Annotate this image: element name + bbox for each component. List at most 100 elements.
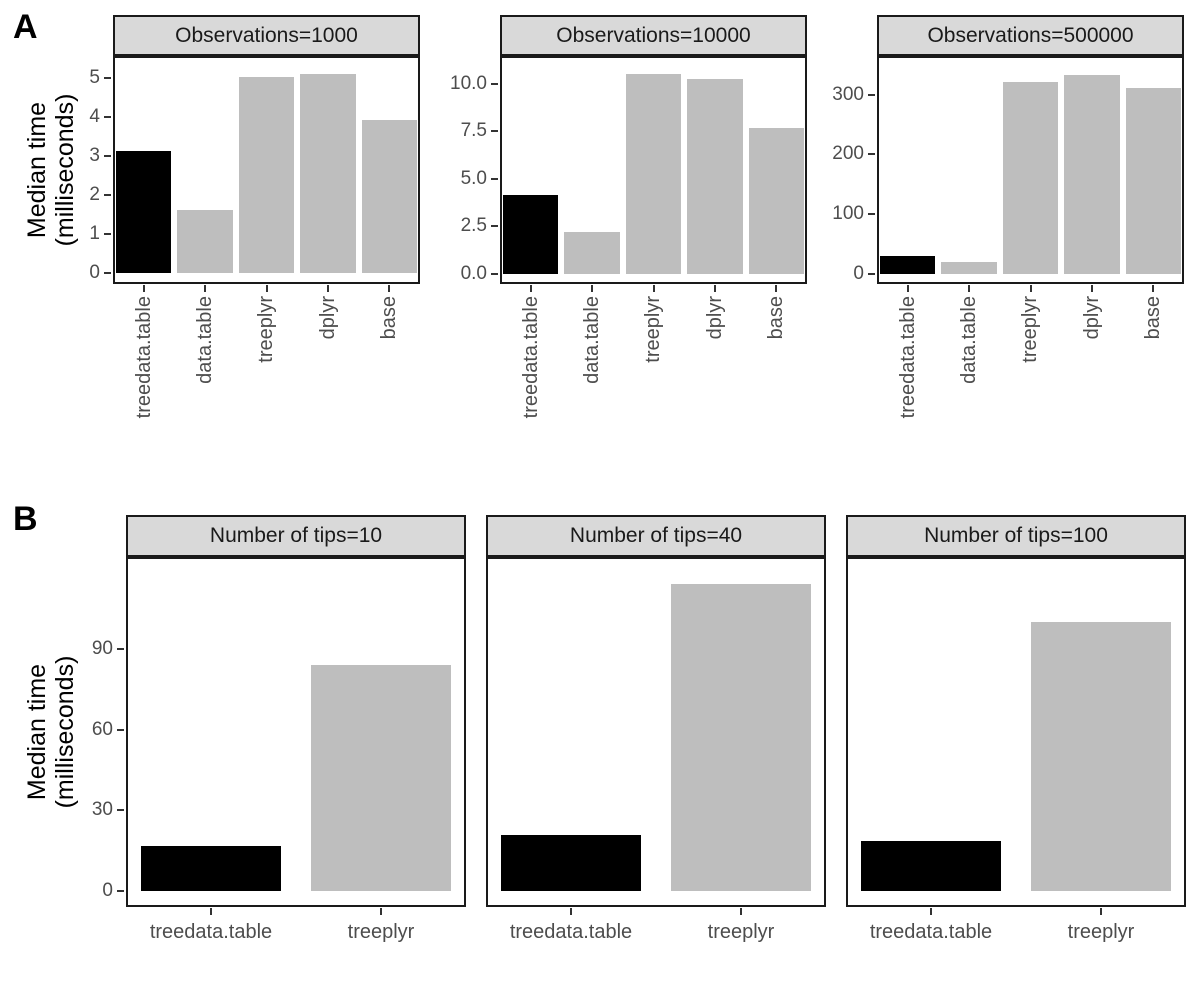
x-tick-label-cell: treedata.table	[113, 294, 174, 464]
x-tick-label-cell: data.table	[938, 294, 999, 464]
y-tick-label: 2	[89, 184, 100, 206]
y-tick-mark	[868, 272, 875, 275]
x-tick-label-cell: treeplyr	[1000, 294, 1061, 464]
bar-data.table	[564, 231, 620, 274]
y-tick-label: 90	[91, 637, 113, 659]
bar-treeplyr	[311, 664, 451, 892]
y-tick-mark	[491, 130, 498, 133]
x-tick-mark	[1090, 285, 1093, 292]
x-tick-mark	[591, 285, 594, 292]
y-tick-mark	[104, 272, 111, 275]
bar-dplyr	[1064, 75, 1120, 274]
facet-strip: Number of tips=10	[126, 515, 466, 557]
x-tick-label-cell: treeplyr	[236, 294, 297, 464]
x-tick-label: base	[765, 296, 788, 340]
y-tick-mark	[117, 890, 124, 893]
x-tick-mark	[652, 285, 655, 292]
y-tick-label: 60	[91, 718, 113, 740]
x-tick-label: data.table	[958, 296, 981, 384]
facet-strip: Observations=500000	[877, 15, 1184, 56]
bar-treedata.table	[116, 150, 172, 274]
y-tick-label: 5	[89, 66, 100, 88]
y-tick-label: 4	[89, 106, 100, 127]
y-tick-label: 300	[832, 83, 864, 105]
x-tick-mark	[204, 285, 207, 292]
y-tick-label: 1	[89, 223, 100, 245]
bar-treedata.table	[141, 845, 281, 892]
x-tick-label: data.table	[581, 296, 604, 384]
x-tick-label: treeplyr	[347, 921, 415, 943]
x-tick-label: treedata.table	[149, 921, 273, 943]
y-tick-mark	[491, 82, 498, 85]
y-tick-label: 3	[89, 145, 100, 167]
x-tick-label-cell: base	[1123, 294, 1184, 464]
y-tick-label: 0.0	[460, 262, 487, 284]
y-tick-label: 0	[102, 880, 113, 902]
y-tick-label: 0	[89, 262, 100, 284]
y-tick-mark	[104, 116, 111, 118]
x-tick-label: dplyr	[1080, 296, 1103, 340]
y-tick-label: 100	[832, 203, 864, 225]
y-tick-mark	[117, 809, 124, 812]
bar-treeplyr	[671, 583, 811, 892]
x-tick-label: treeplyr	[1019, 296, 1042, 363]
x-tick-label-cell: base	[359, 294, 420, 464]
x-tick-label-cell: treedata.table	[877, 294, 938, 464]
y-tick-mark	[868, 153, 875, 156]
x-tick-label: base	[1142, 296, 1165, 340]
x-tick-label-cell: treedata.table	[500, 294, 561, 464]
y-tick-mark	[117, 647, 124, 650]
x-tick-label: treeplyr	[255, 296, 278, 363]
x-tick-label-cell: dplyr	[1061, 294, 1122, 464]
y-tick-mark	[491, 225, 498, 228]
facet-strip: Observations=10000	[500, 15, 807, 56]
x-tick-mark	[968, 285, 971, 292]
bar-dplyr	[300, 73, 356, 274]
facet-strip: Number of tips=40	[486, 515, 826, 557]
y-axis-title-line1: Median time	[23, 663, 51, 801]
x-tick-mark	[142, 285, 145, 292]
x-tick-label-cell: treeplyr	[623, 294, 684, 464]
y-tick-mark	[104, 155, 111, 158]
panel-a-label: A	[13, 8, 38, 46]
x-tick-mark	[265, 285, 268, 292]
y-tick-label: 7.5	[460, 120, 487, 142]
x-tick-mark	[906, 285, 909, 292]
x-tick-label: treeplyr	[707, 921, 775, 943]
bar-data.table	[941, 261, 997, 274]
bar-treeplyr	[625, 74, 682, 274]
bar-data.table	[177, 209, 233, 274]
bar-treedata.table	[501, 834, 641, 892]
y-tick-label: 30	[91, 799, 113, 821]
x-tick-mark	[210, 908, 212, 915]
y-tick-label: 10.0	[450, 72, 487, 94]
y-tick-label: 0	[853, 262, 864, 284]
y-tick-label: 2.5	[460, 215, 487, 237]
x-tick-label: treedata.table	[896, 296, 919, 419]
y-tick-mark	[104, 76, 111, 79]
x-tick-label-cell: data.table	[561, 294, 622, 464]
x-tick-label: treeplyr	[1067, 921, 1135, 943]
x-tick-label: dplyr	[316, 296, 339, 340]
x-tick-mark	[1152, 285, 1155, 292]
y-tick-mark	[491, 272, 498, 275]
y-tick-mark	[868, 213, 875, 216]
y-tick-mark	[868, 93, 875, 96]
x-tick-mark	[570, 908, 572, 915]
x-tick-mark	[1100, 908, 1102, 915]
x-tick-mark	[326, 285, 329, 292]
y-tick-mark	[117, 728, 124, 731]
facet-strip: Number of tips=100	[846, 515, 1186, 557]
x-tick-mark	[529, 285, 532, 292]
bar-treeplyr	[238, 77, 295, 274]
x-tick-label-cell: dplyr	[684, 294, 745, 464]
x-tick-label: treedata.table	[132, 296, 155, 419]
x-tick-label: dplyr	[703, 296, 726, 340]
bar-treeplyr	[1031, 621, 1171, 892]
y-tick-label: 200	[832, 143, 864, 165]
x-tick-label-cell: base	[746, 294, 807, 464]
bar-base	[748, 128, 804, 274]
panel-b-label: B	[13, 500, 38, 538]
x-tick-label: base	[378, 296, 401, 340]
